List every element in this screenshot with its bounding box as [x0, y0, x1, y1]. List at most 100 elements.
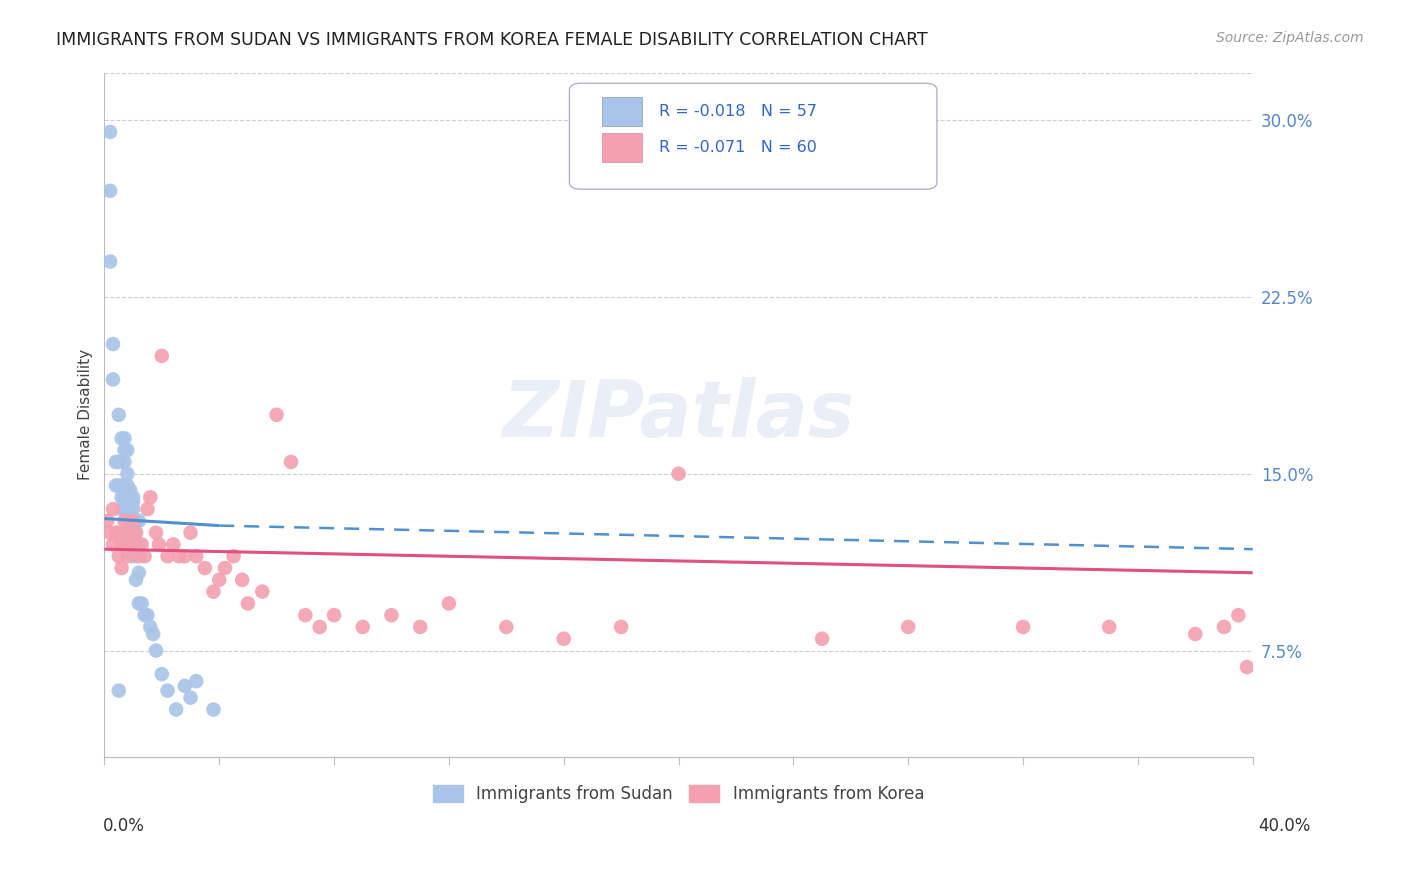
- Text: R = -0.018   N = 57: R = -0.018 N = 57: [659, 103, 817, 119]
- Text: R = -0.071   N = 60: R = -0.071 N = 60: [659, 140, 817, 155]
- Point: [114, 537, 136, 551]
- Legend: Immigrants from Sudan, Immigrants from Korea: Immigrants from Sudan, Immigrants from K…: [426, 779, 931, 810]
- Point: [134, 608, 156, 623]
- Point: [114, 491, 136, 505]
- Text: 40.0%: 40.0%: [1258, 817, 1310, 835]
- Point: [236, 596, 259, 610]
- Point: [553, 632, 575, 646]
- Point: [117, 491, 139, 505]
- Point: [120, 483, 142, 498]
- FancyBboxPatch shape: [602, 97, 641, 126]
- Point: [101, 337, 124, 351]
- Point: [294, 608, 316, 623]
- Point: [125, 525, 148, 540]
- Point: [202, 584, 225, 599]
- FancyBboxPatch shape: [602, 133, 641, 161]
- Point: [148, 537, 170, 551]
- Point: [214, 561, 236, 575]
- Point: [897, 161, 920, 175]
- Point: [110, 502, 132, 516]
- Point: [107, 455, 129, 469]
- Point: [179, 525, 201, 540]
- Point: [668, 467, 690, 481]
- Point: [125, 514, 148, 528]
- Point: [122, 514, 145, 528]
- Point: [110, 537, 132, 551]
- Point: [104, 478, 127, 492]
- Point: [136, 608, 159, 623]
- Point: [142, 627, 165, 641]
- Point: [131, 596, 153, 610]
- Point: [117, 525, 139, 540]
- Point: [117, 443, 139, 458]
- Point: [122, 537, 145, 551]
- Point: [136, 502, 159, 516]
- Point: [1012, 620, 1035, 634]
- Point: [897, 620, 920, 634]
- Point: [110, 478, 132, 492]
- Point: [308, 620, 330, 634]
- Point: [104, 455, 127, 469]
- Point: [107, 549, 129, 564]
- Text: 0.0%: 0.0%: [103, 817, 145, 835]
- Text: ZIPatlas: ZIPatlas: [502, 376, 855, 453]
- Point: [114, 431, 136, 445]
- Point: [202, 702, 225, 716]
- Point: [101, 372, 124, 386]
- Point: [156, 549, 179, 564]
- Point: [145, 525, 167, 540]
- Point: [114, 455, 136, 469]
- Point: [134, 549, 156, 564]
- Text: Source: ZipAtlas.com: Source: ZipAtlas.com: [1216, 31, 1364, 45]
- Point: [122, 495, 145, 509]
- Point: [101, 537, 124, 551]
- Point: [150, 349, 173, 363]
- Point: [139, 491, 162, 505]
- Point: [266, 408, 288, 422]
- Y-axis label: Female Disability: Female Disability: [79, 350, 93, 481]
- Point: [104, 525, 127, 540]
- Point: [208, 573, 231, 587]
- Point: [110, 431, 132, 445]
- Point: [222, 549, 245, 564]
- Point: [186, 549, 208, 564]
- Point: [1184, 627, 1206, 641]
- Point: [323, 608, 346, 623]
- Point: [128, 549, 150, 564]
- Point: [117, 549, 139, 564]
- Point: [179, 690, 201, 705]
- Point: [280, 455, 302, 469]
- Point: [150, 667, 173, 681]
- Point: [117, 478, 139, 492]
- Point: [610, 620, 633, 634]
- Point: [107, 478, 129, 492]
- Point: [1213, 620, 1236, 634]
- Point: [352, 620, 374, 634]
- Point: [1227, 608, 1250, 623]
- Point: [120, 525, 142, 540]
- Point: [98, 254, 121, 268]
- Point: [173, 679, 195, 693]
- Point: [811, 632, 834, 646]
- Point: [128, 566, 150, 580]
- Point: [122, 502, 145, 516]
- Point: [165, 702, 187, 716]
- Point: [120, 502, 142, 516]
- Point: [98, 525, 121, 540]
- Point: [1098, 620, 1121, 634]
- Point: [117, 537, 139, 551]
- Point: [114, 443, 136, 458]
- Point: [101, 502, 124, 516]
- FancyBboxPatch shape: [569, 83, 936, 189]
- Point: [139, 620, 162, 634]
- Point: [186, 674, 208, 689]
- Point: [120, 537, 142, 551]
- Point: [96, 514, 118, 528]
- Point: [156, 683, 179, 698]
- Point: [117, 514, 139, 528]
- Point: [107, 408, 129, 422]
- Point: [128, 596, 150, 610]
- Text: IMMIGRANTS FROM SUDAN VS IMMIGRANTS FROM KOREA FEMALE DISABILITY CORRELATION CHA: IMMIGRANTS FROM SUDAN VS IMMIGRANTS FROM…: [56, 31, 928, 49]
- Point: [114, 514, 136, 528]
- Point: [107, 525, 129, 540]
